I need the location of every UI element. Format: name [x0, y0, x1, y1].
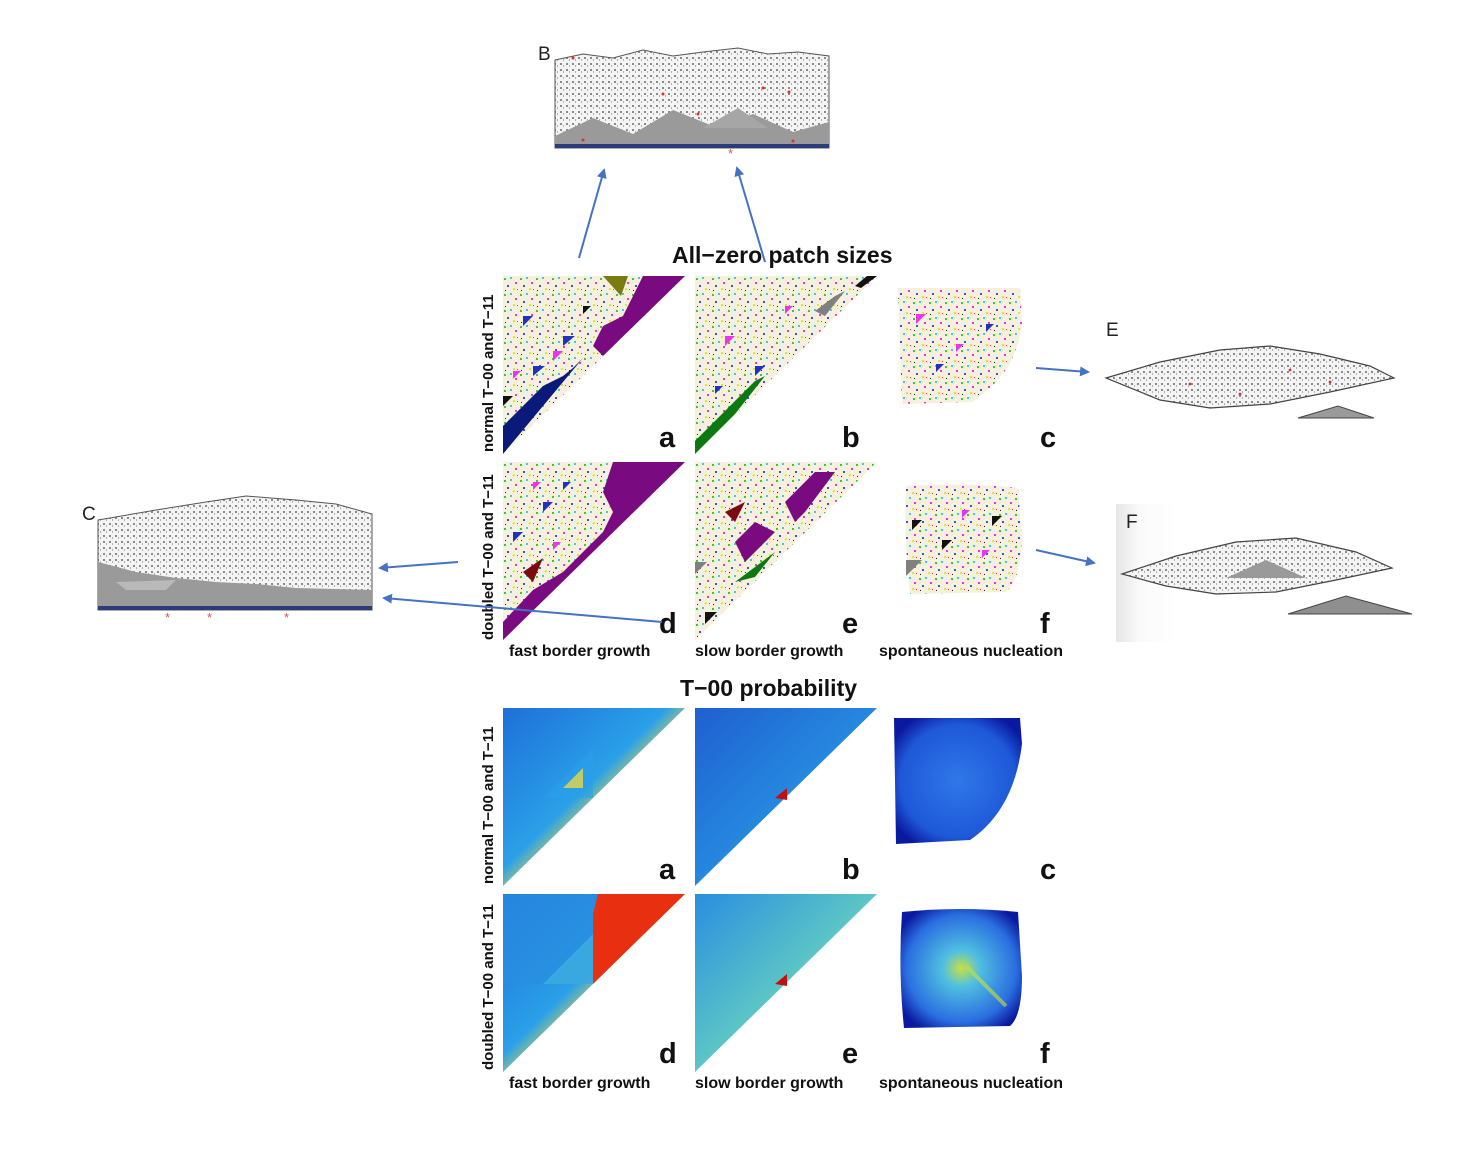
prob-col-label-fast: fast border growth: [509, 1075, 651, 1092]
arrow-a-to-b-2: [734, 166, 766, 263]
patch-col-label-slow: slow border growth: [695, 643, 844, 660]
inset-e-image: [1104, 345, 1396, 419]
patch-panel-c: [898, 288, 1022, 404]
prob-panel-c: [894, 718, 1022, 844]
prob-panel-d: [503, 894, 685, 1072]
arrow-f-to-f-inset: [1035, 549, 1096, 567]
inset-f-letter: F: [1126, 512, 1138, 533]
prob-label-d: d: [659, 1038, 677, 1070]
patch-panel-d: [503, 462, 685, 640]
patch-sizes-title: All−zero patch sizes: [672, 242, 893, 268]
prob-col-label-nucleation: spontaneous nucleation: [879, 1075, 1064, 1092]
arrow-a-to-b-1: [578, 168, 607, 259]
prob-panel-b: [695, 708, 877, 886]
prob-col-label-slow: slow border growth: [695, 1075, 844, 1092]
inset-c-image: [97, 495, 373, 611]
arrow-c-to-e: [1035, 366, 1090, 377]
arrow-d-to-c-2: [382, 593, 663, 623]
prob-label-a: a: [659, 854, 676, 886]
patch-label-f: f: [1040, 608, 1050, 640]
inset-c-marker-3: *: [284, 610, 290, 625]
probability-title: T−00 probability: [680, 675, 858, 701]
prob-label-c: c: [1040, 854, 1057, 886]
inset-c-marker-2: *: [207, 610, 213, 625]
prob-panel-e: [695, 894, 877, 1072]
inset-e-letter: E: [1106, 320, 1119, 341]
patch-col-label-nucleation: spontaneous nucleation: [879, 643, 1064, 660]
patch-label-a: a: [659, 422, 676, 454]
prob-panel-a: [503, 708, 685, 886]
inset-c-letter: C: [82, 504, 96, 525]
patch-panel-e: [695, 462, 877, 640]
patch-col-label-fast: fast border growth: [509, 643, 651, 660]
patch-panel-f: [905, 484, 1022, 594]
patch-panel-b: [695, 276, 877, 454]
inset-b-marker: *: [728, 146, 734, 161]
patch-panel-a: [503, 276, 685, 454]
arrow-d-to-c-1: [378, 561, 459, 573]
patch-label-d: d: [659, 608, 677, 640]
patch-label-c: c: [1040, 422, 1057, 454]
inset-c-marker-1: *: [165, 610, 171, 625]
patch-label-e: e: [842, 608, 859, 640]
inset-b-image: [554, 47, 830, 149]
inset-f-image: [1119, 537, 1413, 615]
prob-label-e: e: [842, 1038, 859, 1070]
patch-label-b: b: [842, 422, 860, 454]
prob-label-b: b: [842, 854, 860, 886]
prob-label-f: f: [1040, 1038, 1050, 1070]
prob-panel-f: [900, 909, 1022, 1028]
inset-b-letter: B: [538, 44, 551, 65]
